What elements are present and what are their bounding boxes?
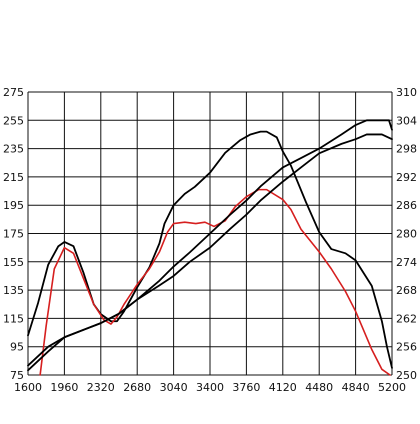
right-tick-label-2: 262 <box>396 312 417 325</box>
series-line-1 <box>27 130 393 369</box>
left-tick-label-3: 135 <box>3 284 24 297</box>
left-tick-label-10: 275 <box>3 86 24 99</box>
right-tick-label-8: 298 <box>396 143 417 156</box>
right-tick-label-0: 250 <box>396 369 417 382</box>
right-tick-label-3: 268 <box>396 284 417 297</box>
right-axis-ticks: 250 256 262 268 274 280 286 292 298 304 310 <box>396 86 417 382</box>
x-tick-label-4: 3040 <box>160 381 188 394</box>
x-tick-label-1: 1960 <box>50 381 78 394</box>
left-tick-label-5: 175 <box>3 228 24 241</box>
series-line-4 <box>27 133 393 367</box>
left-tick-label-0: 75 <box>10 369 24 382</box>
series-layer <box>27 119 393 376</box>
x-axis-ticks: 1600 1960 2320 2680 3040 3400 3760 4120 4480 4840… <box>14 381 406 394</box>
right-tick-label-1: 256 <box>396 341 417 354</box>
left-tick-label-7: 215 <box>3 171 24 184</box>
x-tick-label-3: 2680 <box>123 381 151 394</box>
left-tick-label-8: 235 <box>3 143 24 156</box>
series-line-2 <box>39 188 391 376</box>
x-tick-label-0: 1600 <box>14 381 42 394</box>
left-tick-label-6: 195 <box>3 199 24 212</box>
right-tick-label-10: 310 <box>396 86 417 99</box>
left-tick-label-4: 155 <box>3 256 24 269</box>
x-tick-label-8: 4480 <box>305 381 333 394</box>
x-tick-label-6: 3760 <box>232 381 260 394</box>
x-tick-label-5: 3400 <box>196 381 224 394</box>
left-tick-label-9: 255 <box>3 114 24 127</box>
right-tick-label-5: 280 <box>396 228 417 241</box>
x-tick-label-9: 4840 <box>342 381 370 394</box>
right-tick-label-4: 274 <box>396 256 417 269</box>
x-tick-label-10: 5200 <box>378 381 406 394</box>
left-axis-ticks: 75 95 115 135 155 175 195 215 235 255 275 <box>3 86 24 382</box>
left-tick-label-2: 115 <box>3 312 24 325</box>
x-tick-label-7: 4120 <box>269 381 297 394</box>
x-tick-label-2: 2320 <box>87 381 115 394</box>
right-tick-label-7: 292 <box>396 171 417 184</box>
right-tick-label-6: 286 <box>396 199 417 212</box>
right-tick-label-9: 304 <box>396 114 417 127</box>
left-tick-label-1: 95 <box>10 341 24 354</box>
